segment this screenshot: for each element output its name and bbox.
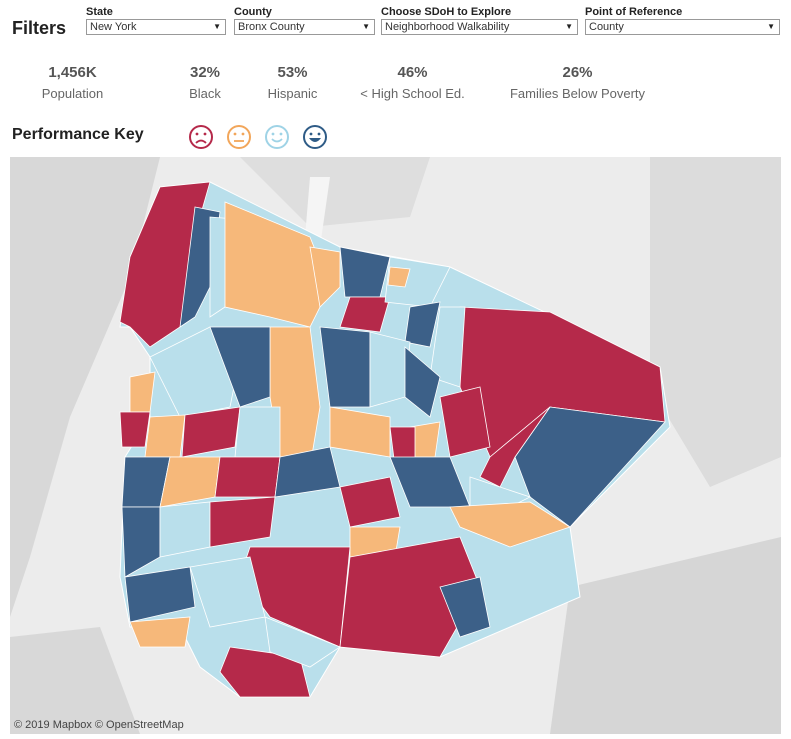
map-attribution[interactable]: © 2019 Mapbox © OpenStreetMap: [14, 719, 184, 731]
reference-select-value: County: [589, 21, 624, 33]
tract-light: [369, 331, 411, 408]
stat-value: 53%: [277, 64, 308, 81]
tract-orange: [129, 616, 191, 648]
tract-red: [479, 406, 551, 488]
sdoh-filter-label: Choose SDoH to Explore: [381, 6, 512, 18]
tract-orange: [387, 266, 411, 288]
state-filter: State New York ▼: [86, 6, 226, 35]
land-area-southwest: [10, 627, 140, 734]
stat-label: Population: [41, 86, 104, 101]
reference-select[interactable]: County ▼: [585, 19, 780, 35]
tract-dark: [209, 326, 271, 408]
sad-face-icon: [189, 125, 213, 149]
tract-red: [214, 456, 281, 498]
county-filter-label: County: [234, 6, 272, 18]
tract-red: [119, 411, 151, 448]
stat-value: 26%: [562, 64, 593, 81]
tract-light: [159, 501, 211, 558]
water-river: [305, 177, 330, 247]
map-canvas[interactable]: [10, 157, 781, 734]
state-select[interactable]: New York ▼: [86, 19, 226, 35]
stat-education: 46% < High School Ed.: [350, 64, 475, 102]
dropdown-arrow-icon: ▼: [565, 22, 573, 31]
county-filter: County Bronx County ▼: [234, 6, 375, 35]
stat-hispanic: 53% Hispanic: [255, 64, 330, 102]
tract-red: [339, 476, 401, 528]
tract-red: [339, 296, 391, 333]
land-area-south: [550, 537, 781, 734]
stat-black: 32% Black: [170, 64, 240, 102]
stat-label: Families Below Poverty: [509, 86, 646, 101]
big-smile-face-icon: [303, 125, 327, 149]
land-area-west: [10, 157, 160, 617]
tract-orange: [449, 501, 571, 548]
tract-dark: [439, 576, 491, 638]
sdoh-select-value: Neighborhood Walkability: [385, 21, 510, 33]
choropleth-map[interactable]: © 2019 Mapbox © OpenStreetMap: [10, 157, 781, 734]
dropdown-arrow-icon: ▼: [767, 22, 775, 31]
tract-orange: [144, 414, 186, 458]
tract-red: [209, 496, 276, 548]
tract-orange: [309, 246, 341, 308]
stat-poverty: 26% Families Below Poverty: [495, 64, 660, 102]
tract-light: [429, 306, 466, 388]
smile-face-icon: [265, 125, 289, 149]
stat-label: Hispanic: [267, 86, 318, 101]
stat-label: Black: [189, 86, 221, 101]
tract-red: [439, 386, 491, 458]
stat-value: 46%: [397, 64, 428, 81]
tract-dark: [404, 301, 441, 348]
sdoh-filter: Choose SDoH to Explore Neighborhood Walk…: [381, 6, 578, 35]
state-filter-label: State: [86, 6, 113, 18]
dropdown-arrow-icon: ▼: [362, 22, 370, 31]
county-select[interactable]: Bronx County ▼: [234, 19, 375, 35]
dropdown-arrow-icon: ▼: [213, 22, 221, 31]
stat-label: < High School Ed.: [360, 86, 465, 101]
tract-dark: [124, 566, 196, 623]
reference-filter: Point of Reference County ▼: [585, 6, 780, 35]
tract-dark: [404, 346, 441, 418]
stat-value: 32%: [189, 64, 221, 81]
stat-population: 1,456K Population: [30, 64, 115, 102]
state-select-value: New York: [90, 21, 137, 33]
county-select-value: Bronx County: [238, 21, 305, 33]
tract-light: [234, 406, 281, 458]
land-area-north: [240, 157, 430, 227]
sdoh-select[interactable]: Neighborhood Walkability ▼: [381, 19, 578, 35]
stat-value: 1,456K: [48, 64, 97, 81]
land-area-east: [650, 157, 781, 487]
tract-light: [264, 616, 341, 668]
tract-red: [181, 406, 241, 458]
reference-filter-label: Point of Reference: [585, 6, 683, 18]
neutral-face-icon: [227, 125, 251, 149]
filters-title: Filters: [12, 18, 67, 38]
performance-key-title: Performance Key: [12, 126, 144, 143]
